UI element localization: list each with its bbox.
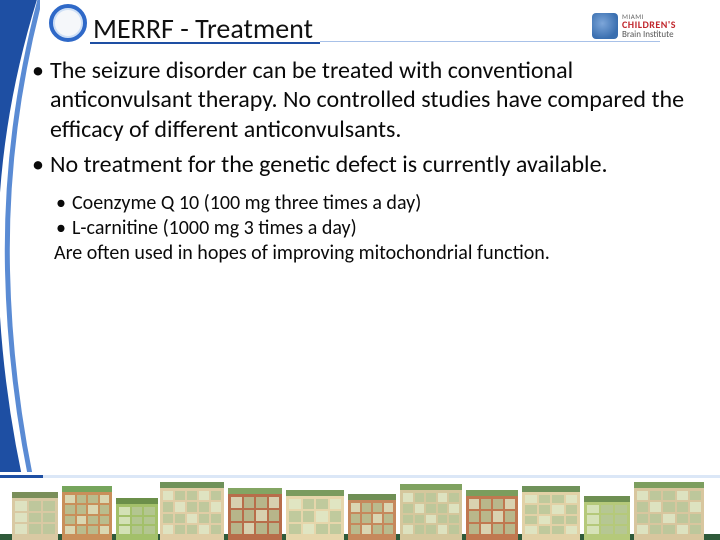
building (466, 496, 518, 540)
building (116, 504, 158, 540)
bullet-item: No treatment for the genetic defect is c… (28, 150, 688, 179)
building (634, 488, 704, 540)
footer (0, 472, 720, 540)
logo: MIAMI CHILDREN'S Brain Institute (592, 6, 702, 46)
building (62, 492, 112, 540)
building (160, 488, 224, 540)
logo-icon (592, 13, 618, 39)
sub-bullet-item: Coenzyme Q 10 (100 mg three times a day) (54, 191, 688, 216)
building (400, 490, 462, 540)
slide-title: MERRF - Treatment (93, 11, 313, 46)
building (522, 492, 580, 540)
sub-bullet-tail: Are often used in hopes of improving mit… (54, 241, 688, 266)
content: The seizure disorder can be treated with… (28, 56, 688, 266)
bullet-item: The seizure disorder can be treated with… (28, 56, 688, 144)
bullet-list: The seizure disorder can be treated with… (28, 56, 688, 179)
logo-line-3: Brain Institute (622, 30, 676, 39)
title-underline (90, 42, 320, 44)
building (584, 502, 630, 540)
sub-bullet-list: Coenzyme Q 10 (100 mg three times a day)… (54, 191, 688, 241)
logo-text: MIAMI CHILDREN'S Brain Institute (622, 13, 676, 39)
building (286, 496, 344, 540)
building (12, 498, 58, 540)
building (228, 494, 282, 540)
slide: { "title": "MERRF - Treatment", "logo": … (0, 0, 720, 540)
title-bullet-circle (49, 4, 87, 42)
footer-skyline (0, 478, 720, 540)
building (348, 500, 396, 540)
sub-bullet-item: L-carnitine (1000 mg 3 times a day) (54, 216, 688, 241)
